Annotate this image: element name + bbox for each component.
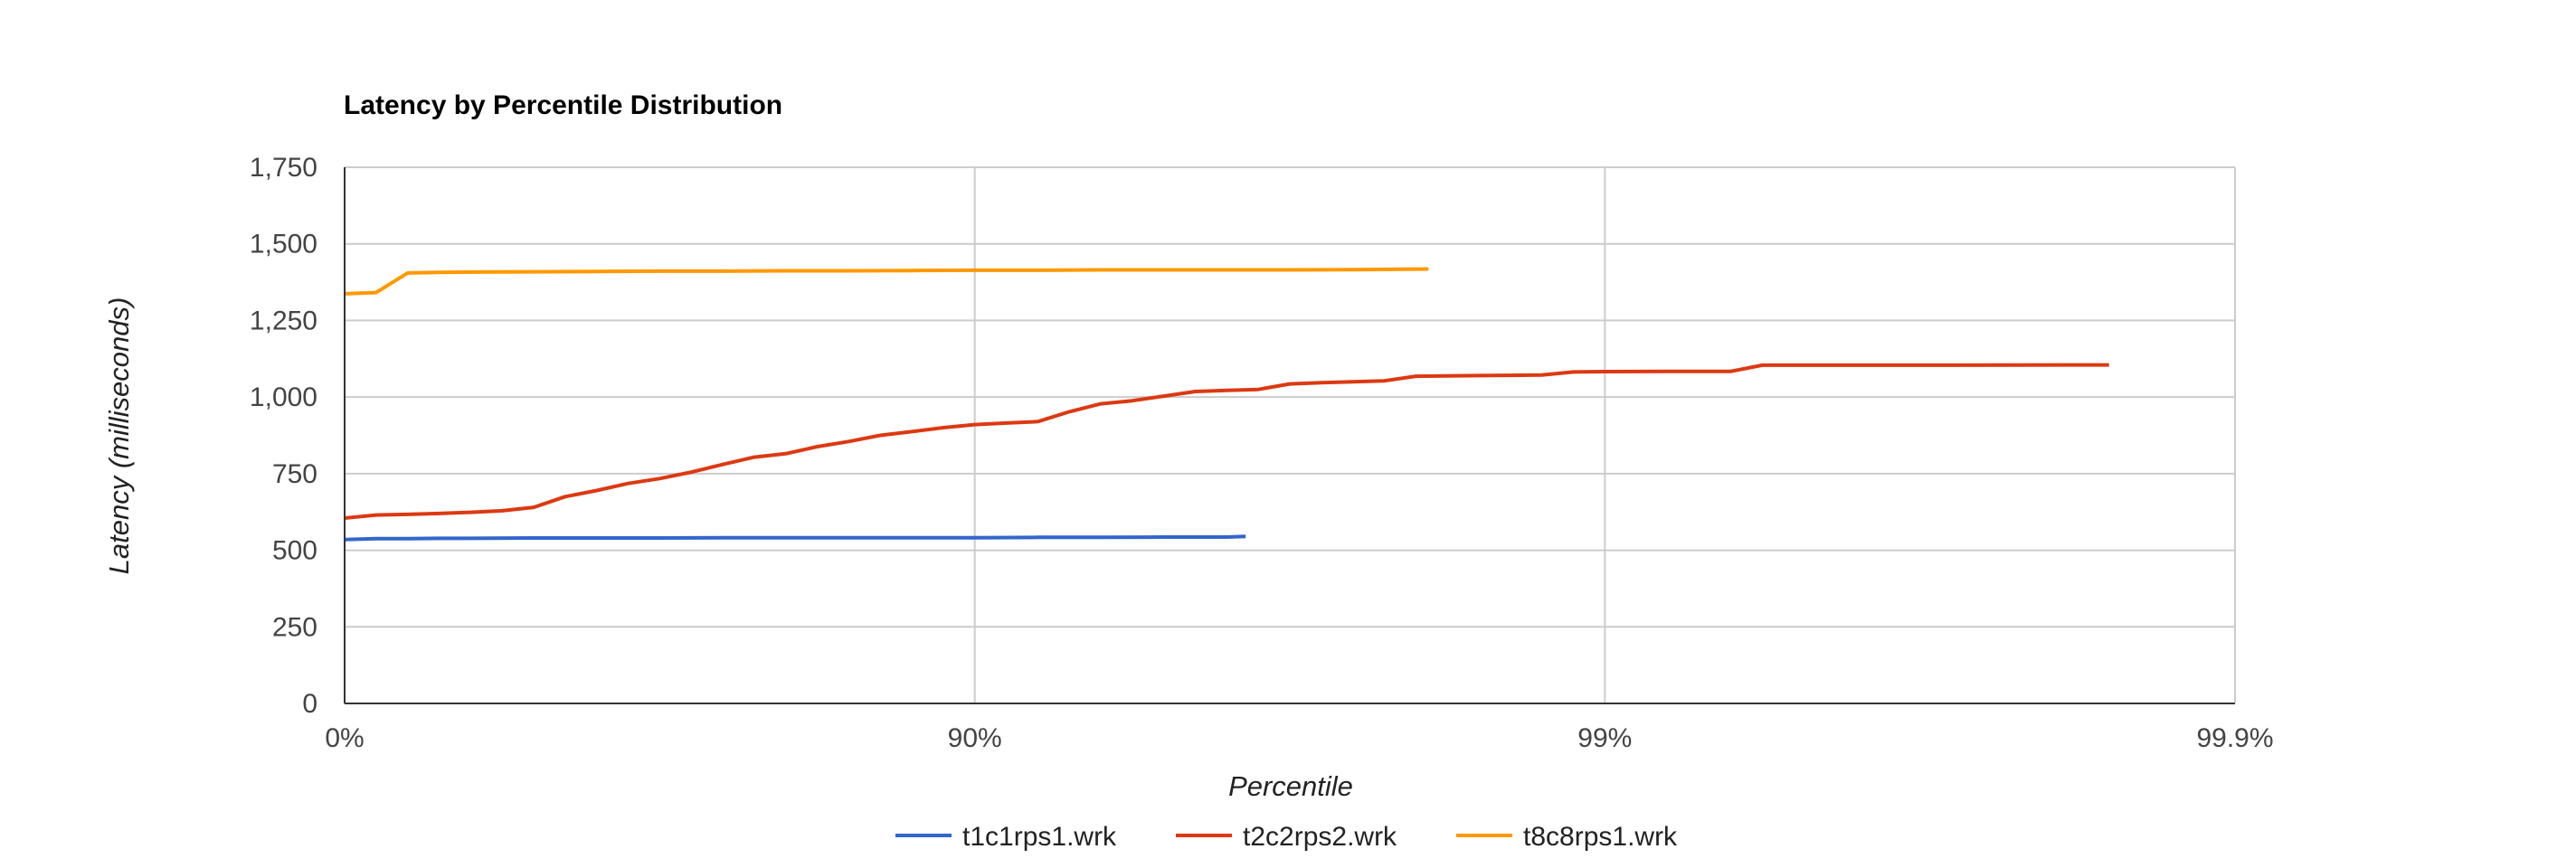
y-tick-label: 1,000 (250, 382, 317, 412)
y-tick-label: 500 (272, 536, 317, 566)
legend-label: t8c8rps1.wrk (1523, 822, 1678, 852)
series-line (344, 534, 1246, 542)
x-tick-label: 0% (325, 723, 364, 753)
y-tick-label: 750 (272, 459, 317, 489)
grid-lines (345, 166, 2236, 703)
y-tick-label: 250 (272, 612, 317, 642)
x-tick-label: 99.9% (2196, 723, 2273, 753)
y-tick-label: 0 (302, 689, 317, 719)
x-axis-label: Percentile (1228, 770, 1353, 802)
legend-label: t2c2rps2.wrk (1243, 822, 1397, 852)
y-tick-label: 1,250 (250, 306, 317, 335)
y-tick-label: 1,750 (250, 153, 317, 183)
y-axis-label: Latency (milliseconds) (103, 297, 135, 575)
y-tick-label: 1,500 (250, 230, 317, 259)
legend-label: t1c1rps1.wrk (962, 822, 1117, 852)
axes: 0 250 500 750 1,000 1,250 1,500 1,750 0% 90% 99% 99… (250, 153, 2274, 753)
legend: t1c1rps1.wrk t2c2rps2.wrk t8c8rps1.wrk (895, 822, 1678, 852)
x-tick-label: 90% (948, 723, 1002, 753)
x-tick-label: 99% (1577, 723, 1632, 753)
series-line (344, 267, 1429, 296)
series-line (344, 363, 2109, 520)
chart-title: Latency by Percentile Distribution (344, 90, 782, 120)
series-lines (344, 267, 2109, 542)
